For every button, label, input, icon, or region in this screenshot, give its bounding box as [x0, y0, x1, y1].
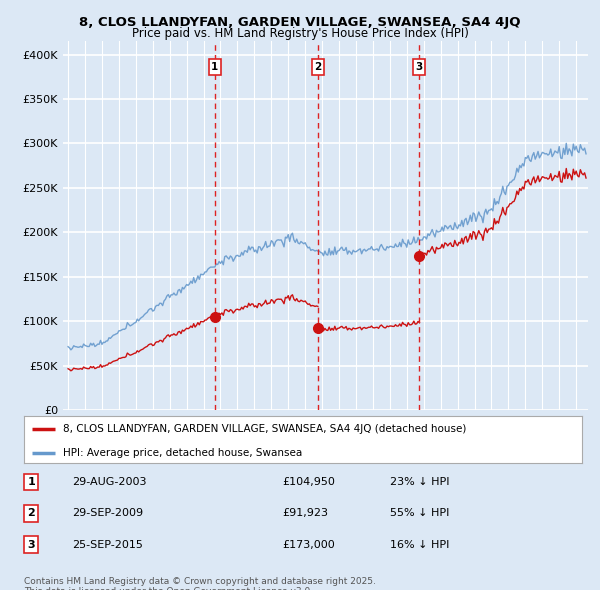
Text: 2: 2	[28, 509, 35, 518]
Text: HPI: Average price, detached house, Swansea: HPI: Average price, detached house, Swan…	[63, 448, 302, 458]
Text: Price paid vs. HM Land Registry's House Price Index (HPI): Price paid vs. HM Land Registry's House …	[131, 27, 469, 40]
Text: Contains HM Land Registry data © Crown copyright and database right 2025.
This d: Contains HM Land Registry data © Crown c…	[24, 577, 376, 590]
Text: £91,923: £91,923	[282, 509, 328, 518]
Text: 23% ↓ HPI: 23% ↓ HPI	[390, 477, 449, 487]
Text: 3: 3	[28, 540, 35, 549]
Text: 8, CLOS LLANDYFAN, GARDEN VILLAGE, SWANSEA, SA4 4JQ (detached house): 8, CLOS LLANDYFAN, GARDEN VILLAGE, SWANS…	[63, 424, 466, 434]
Text: 55% ↓ HPI: 55% ↓ HPI	[390, 509, 449, 518]
Text: £173,000: £173,000	[282, 540, 335, 549]
Text: 1: 1	[28, 477, 35, 487]
Text: 29-AUG-2003: 29-AUG-2003	[72, 477, 146, 487]
Text: 2: 2	[314, 62, 322, 72]
Text: 8, CLOS LLANDYFAN, GARDEN VILLAGE, SWANSEA, SA4 4JQ: 8, CLOS LLANDYFAN, GARDEN VILLAGE, SWANS…	[79, 16, 521, 29]
Text: 25-SEP-2015: 25-SEP-2015	[72, 540, 143, 549]
Text: 1: 1	[211, 62, 218, 72]
Text: 16% ↓ HPI: 16% ↓ HPI	[390, 540, 449, 549]
Text: 3: 3	[416, 62, 423, 72]
Text: 29-SEP-2009: 29-SEP-2009	[72, 509, 143, 518]
Text: £104,950: £104,950	[282, 477, 335, 487]
